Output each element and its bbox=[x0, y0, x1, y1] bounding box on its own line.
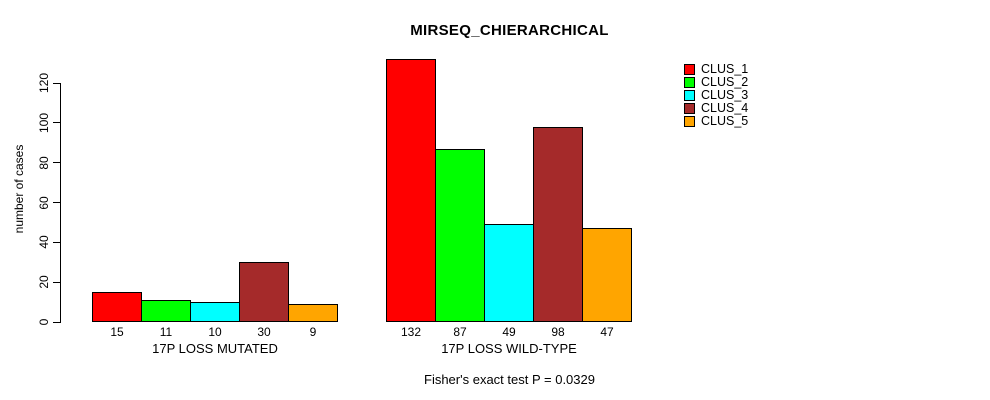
legend-label: CLUS_3 bbox=[701, 88, 749, 103]
legend-item: CLUS_5 bbox=[684, 114, 749, 129]
bar bbox=[533, 127, 583, 322]
legend-swatch bbox=[684, 89, 695, 101]
y-tick-label: 120 bbox=[37, 72, 51, 94]
legend-item: CLUS_3 bbox=[684, 88, 749, 103]
y-tick-mark bbox=[53, 82, 60, 84]
y-tick-label: 80 bbox=[37, 155, 51, 170]
bar-value-label: 49 bbox=[502, 325, 516, 339]
bar bbox=[435, 149, 485, 322]
bar-value-label: 98 bbox=[551, 325, 565, 339]
legend-item: CLUS_1 bbox=[684, 62, 749, 77]
y-tick-mark bbox=[53, 241, 60, 243]
bar bbox=[582, 228, 632, 322]
bar bbox=[92, 292, 142, 322]
bar bbox=[141, 300, 191, 322]
x-category-label: 17P LOSS MUTATED bbox=[152, 341, 278, 356]
x-category-label: 17P LOSS WILD-TYPE bbox=[441, 341, 577, 356]
legend-swatch bbox=[684, 63, 695, 75]
bar-value-label: 30 bbox=[257, 325, 271, 339]
y-tick-mark bbox=[53, 202, 60, 203]
bar-value-label: 11 bbox=[159, 325, 173, 339]
y-tick-label: 20 bbox=[37, 275, 51, 289]
y-tick-label: 0 bbox=[37, 318, 51, 326]
bar-value-label: 87 bbox=[453, 325, 467, 339]
legend-label: CLUS_1 bbox=[701, 62, 749, 77]
legend-item: CLUS_4 bbox=[684, 101, 749, 116]
legend-item: CLUS_2 bbox=[684, 75, 749, 90]
bar-value-label: 132 bbox=[400, 325, 422, 339]
y-tick-mark bbox=[53, 281, 60, 283]
bar bbox=[386, 59, 436, 322]
legend-label: CLUS_4 bbox=[701, 101, 749, 116]
bar bbox=[288, 304, 338, 322]
bar-value-label: 15 bbox=[110, 325, 124, 339]
y-tick-mark bbox=[53, 122, 60, 124]
bar-value-label: 10 bbox=[208, 325, 222, 339]
y-tick-mark bbox=[53, 321, 60, 323]
legend-swatch bbox=[684, 102, 695, 114]
y-tick-label: 100 bbox=[37, 112, 51, 133]
bar bbox=[190, 302, 240, 322]
y-tick-label: 60 bbox=[37, 195, 51, 210]
legend-swatch bbox=[684, 115, 695, 127]
legend-swatch bbox=[684, 76, 695, 88]
chart-title: MIRSEQ_CHIERARCHICAL bbox=[410, 22, 609, 39]
bar-value-label: 9 bbox=[309, 325, 317, 339]
legend: CLUS_1 CLUS_2 CLUS_3 CLUS_4 CLUS_5 bbox=[684, 62, 749, 129]
y-axis-title: number of cases bbox=[12, 144, 26, 234]
bar-value-label: 47 bbox=[600, 325, 614, 339]
y-axis-line bbox=[60, 83, 61, 323]
y-tick-label: 40 bbox=[37, 235, 51, 250]
caption: Fisher's exact test P = 0.0329 bbox=[424, 372, 595, 387]
bar bbox=[239, 262, 289, 322]
legend-label: CLUS_5 bbox=[701, 114, 749, 129]
y-tick-mark bbox=[53, 162, 60, 164]
bar bbox=[484, 224, 534, 322]
legend-label: CLUS_2 bbox=[701, 75, 749, 90]
